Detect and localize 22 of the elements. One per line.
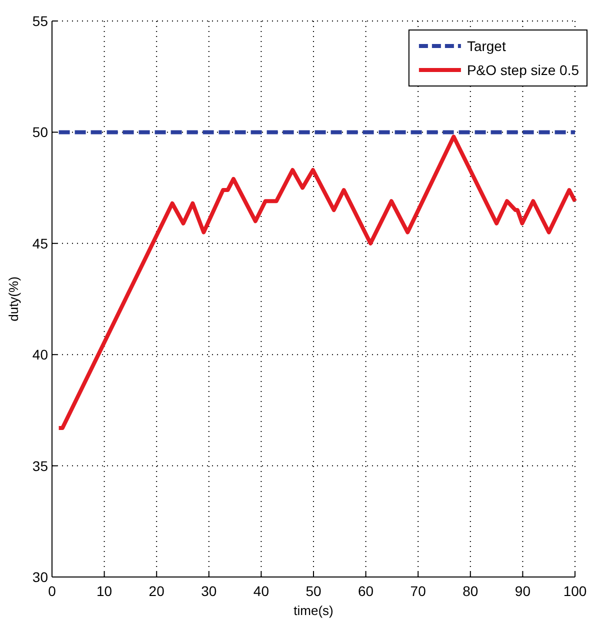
x-tick-label: 70 [410,583,426,599]
line-series [56,134,577,430]
y-tick-label: 55 [32,13,48,29]
y-tick-label: 50 [32,124,48,140]
x-tick-label: 40 [253,583,270,599]
x-axis-title: time(s) [294,603,334,618]
x-tick-label: 20 [148,583,165,599]
x-tick-label: 10 [96,583,112,599]
x-tick-label: 80 [462,583,478,599]
y-tick-label: 35 [32,458,48,474]
legend-label: P&O step size 0.5 [466,62,580,78]
x-tick-label: 0 [48,583,56,599]
y-axis-title: duty(%) [6,276,21,322]
legend-label: Target [466,38,506,54]
x-tick-label: 30 [201,583,217,599]
x-tick-label: 60 [358,583,374,599]
y-tick-label: 40 [32,346,48,363]
x-tick-label: 50 [306,583,322,599]
x-tick-label: 90 [514,583,531,599]
x-tick-label: 100 [563,583,587,599]
y-tick-label: 30 [32,569,48,585]
y-tick-label: 45 [32,235,48,252]
